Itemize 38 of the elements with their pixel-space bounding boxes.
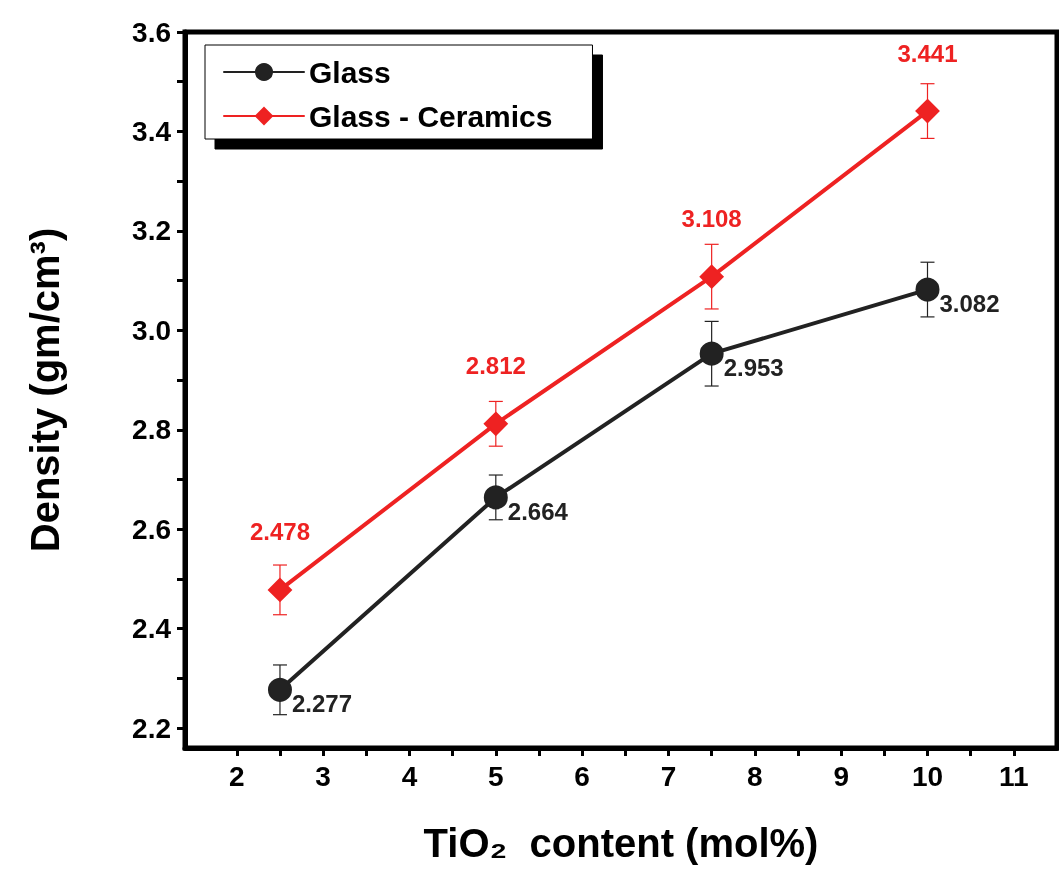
y-tick-label: 2.2: [132, 712, 171, 744]
y-tick-label: 3.4: [132, 115, 172, 147]
y-tick-label: 3.0: [132, 314, 171, 346]
x-tick-label: 4: [401, 760, 418, 792]
point: [915, 99, 940, 124]
x-tick-label: 10: [911, 760, 944, 792]
data-label: 3.108: [681, 205, 742, 233]
x-tick-label: 3: [315, 760, 331, 792]
point: [483, 411, 508, 436]
point: [699, 264, 724, 289]
legend-label: Glass: [309, 55, 391, 89]
x-tick-label: 9: [833, 760, 849, 792]
y-tick-label: 2.8: [132, 414, 171, 446]
point: [267, 677, 292, 702]
y-axis-title: Density (gm/cm³): [23, 227, 67, 553]
x-tick-label: 7: [660, 760, 677, 792]
legend-label: Glass - Ceramics: [309, 99, 553, 133]
y-tick-label: 3.2: [132, 215, 171, 247]
data-label: 3.082: [939, 290, 1000, 318]
y-tick-label: 3.6: [132, 16, 171, 48]
point: [483, 485, 508, 510]
y-tick-label: 2.6: [132, 513, 171, 545]
point: [915, 277, 940, 302]
data-label: 2.277: [291, 690, 353, 718]
x-axis-title: TiO₂ content (mol%): [423, 821, 819, 865]
point: [699, 341, 724, 366]
data-label: 3.441: [897, 39, 958, 67]
data-label: 2.664: [507, 497, 569, 525]
data-label: 2.478: [249, 518, 310, 546]
data-label: 2.812: [465, 352, 526, 380]
x-tick-label: 5: [488, 760, 504, 792]
x-tick-label: 8: [747, 760, 763, 792]
x-tick-label: 2: [229, 760, 245, 792]
x-tick-label: 11: [999, 760, 1029, 792]
x-tick-label: 6: [574, 760, 590, 792]
point: [267, 577, 292, 602]
y-tick-label: 2.4: [132, 613, 172, 645]
data-label: 2.953: [723, 354, 784, 382]
